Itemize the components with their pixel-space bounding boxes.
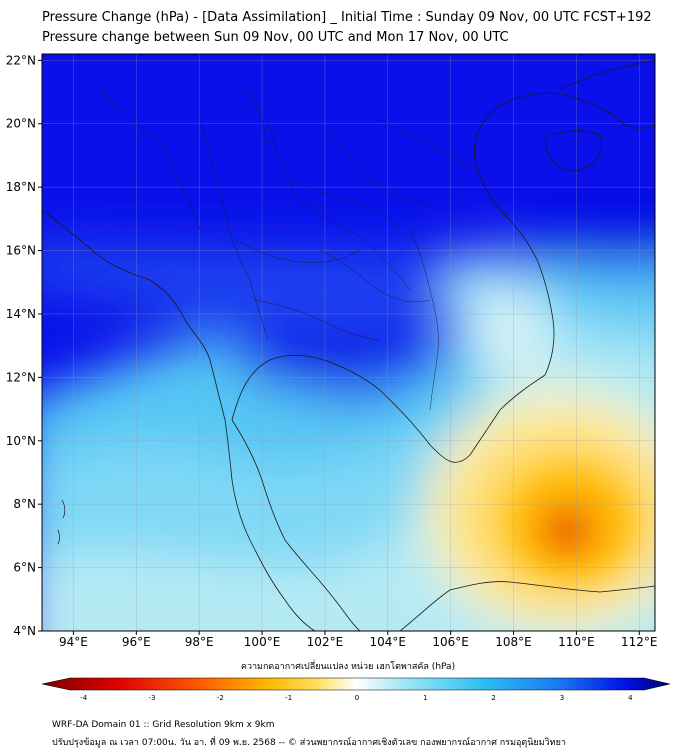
- colorbar-tick-label: -4: [80, 694, 88, 700]
- pressure-field: [42, 54, 655, 631]
- footer-model-info: WRF-DA Domain 01 :: Grid Resolution 9km …: [52, 720, 275, 730]
- footer-credit: ปรับปรุงข้อมูล ณ เวลา 07:00น. วัน อา. ที…: [52, 738, 566, 748]
- map-title: Pressure Change (hPa) - [Data Assimilati…: [42, 10, 652, 25]
- colorbar-ticks: -4 -3 -2 -1 0 1 2 3 4: [80, 694, 633, 700]
- lat-tick-label: 6°N: [13, 561, 36, 575]
- colorbar-tick-label: 3: [560, 694, 564, 700]
- lon-tick-label: 108°E: [495, 635, 532, 649]
- lon-tick-label: 100°E: [244, 635, 281, 649]
- lat-tick-label: 4°N: [13, 624, 36, 638]
- lon-tick-label: 94°E: [59, 635, 88, 649]
- lat-tick-label: 20°N: [6, 117, 36, 131]
- colorbar-tick-label: -1: [285, 694, 292, 700]
- lon-tick-label: 112°E: [621, 635, 658, 649]
- lat-tick-label: 22°N: [6, 53, 36, 67]
- colorbar-tick-label: 2: [491, 694, 495, 700]
- lat-tick-label: 16°N: [6, 244, 36, 258]
- lon-tick-label: 102°E: [307, 635, 344, 649]
- map-axes: 94°E 96°E 98°E 100°E 102°E 104°E 106°E 108°E 110…: [6, 53, 658, 649]
- lat-tick-label: 8°N: [13, 497, 36, 511]
- colorbar-tick-label: -3: [149, 694, 156, 700]
- lat-tick-label: 14°N: [6, 307, 36, 321]
- lat-tick-label: 18°N: [6, 180, 36, 194]
- map-frame: [41, 53, 656, 632]
- colorbar: [41, 677, 671, 691]
- colorbar-tick-label: 1: [423, 694, 427, 700]
- lat-tick-label: 12°N: [6, 370, 36, 384]
- lon-tick-label: 104°E: [370, 635, 407, 649]
- colorbar-tick-label: -2: [217, 694, 224, 700]
- colorbar-tick-label: 0: [355, 694, 359, 700]
- islands: [57, 499, 66, 545]
- pressure-change-map: 94°E 96°E 98°E 100°E 102°E 104°E 106°E 108°E 110…: [6, 53, 671, 700]
- lat-tick-label: 10°N: [6, 434, 36, 448]
- lon-tick-label: 98°E: [185, 635, 214, 649]
- province-borders: [99, 89, 491, 411]
- coastlines: [42, 59, 655, 631]
- map-subtitle: Pressure change between Sun 09 Nov, 00 U…: [42, 30, 509, 45]
- graticule: [42, 54, 655, 631]
- colorbar-tick-label: 4: [628, 694, 633, 700]
- lon-tick-label: 106°E: [432, 635, 469, 649]
- lon-tick-label: 110°E: [558, 635, 595, 649]
- colorbar-title: ความกดอากาศเปลี่ยนแปลง หน่วย เฮกโตพาสคัล…: [241, 659, 455, 672]
- lon-tick-label: 96°E: [122, 635, 151, 649]
